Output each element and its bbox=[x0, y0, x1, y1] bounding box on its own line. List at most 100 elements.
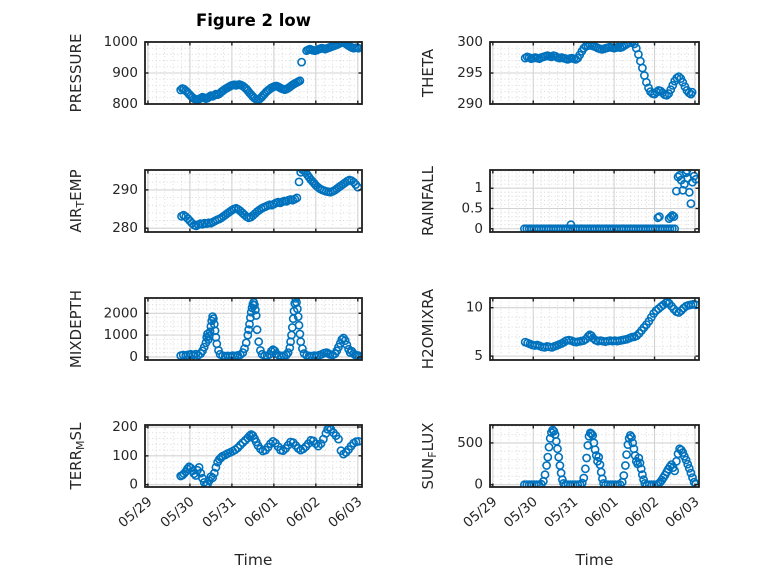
data-point-marker bbox=[297, 344, 307, 353]
data-point-marker bbox=[254, 337, 264, 347]
data-point-marker bbox=[244, 325, 254, 335]
data-point-marker bbox=[575, 480, 585, 487]
data-markers bbox=[176, 42, 362, 104]
y-tick-label: 500 bbox=[457, 435, 483, 451]
x-tick-label: 06/03 bbox=[662, 494, 702, 531]
data-point-marker bbox=[691, 174, 699, 184]
data-point-marker bbox=[349, 177, 358, 187]
data-point-marker bbox=[667, 210, 677, 220]
data-point-marker bbox=[642, 77, 651, 87]
data-point-marker bbox=[676, 306, 686, 315]
data-point-marker bbox=[553, 444, 562, 454]
data-point-marker bbox=[627, 432, 636, 442]
data-point-marker bbox=[294, 320, 304, 330]
data-point-marker bbox=[235, 350, 245, 360]
data-point-marker bbox=[689, 477, 699, 487]
data-point-marker bbox=[670, 224, 680, 232]
data-markers bbox=[520, 298, 699, 352]
data-point-marker bbox=[251, 311, 261, 320]
data-point-marker bbox=[691, 479, 699, 487]
y-tick-label: 290 bbox=[457, 96, 483, 112]
axes-box bbox=[489, 424, 700, 488]
subplot-rainfall: 0 0.5 1 RAINFALL bbox=[419, 165, 700, 237]
data-point-marker bbox=[543, 452, 553, 462]
x-tick-label: 06/01 bbox=[582, 494, 622, 531]
y-tick-label: 10 bbox=[466, 300, 483, 316]
data-point-marker bbox=[211, 462, 221, 472]
data-markers bbox=[177, 170, 362, 231]
data-point-marker bbox=[691, 300, 699, 310]
data-point-marker bbox=[243, 330, 253, 340]
data-point-marker bbox=[342, 340, 352, 350]
data-point-marker bbox=[241, 338, 251, 348]
y-tick-label: 290 bbox=[112, 182, 138, 198]
data-point-marker bbox=[670, 466, 680, 476]
x-axis-label-left: Time bbox=[234, 551, 273, 569]
data-point-marker bbox=[686, 199, 696, 208]
data-point-marker bbox=[554, 452, 564, 462]
x-tick-label: 05/29 bbox=[115, 494, 155, 531]
data-point-marker bbox=[293, 312, 303, 321]
axes-box bbox=[144, 169, 363, 233]
data-point-marker bbox=[581, 464, 590, 474]
x-tick-label: 05/30 bbox=[157, 494, 197, 531]
y-tick-label: 0 bbox=[474, 221, 483, 237]
data-point-marker bbox=[283, 348, 293, 357]
y-axis-label-pressure: PRESSURE bbox=[67, 34, 85, 113]
data-point-marker bbox=[583, 331, 593, 341]
data-point-marker bbox=[240, 344, 249, 353]
y-tick-label: 200 bbox=[112, 419, 138, 435]
data-point-marker bbox=[634, 453, 644, 463]
data-point-marker bbox=[208, 473, 217, 483]
y-tick-label: 1 bbox=[474, 180, 483, 196]
data-point-marker bbox=[354, 43, 362, 53]
data-point-marker bbox=[681, 455, 691, 465]
data-point-marker bbox=[687, 87, 697, 97]
data-point-marker bbox=[297, 57, 306, 67]
data-point-marker bbox=[292, 193, 302, 203]
data-point-marker bbox=[632, 331, 642, 341]
data-point-marker bbox=[205, 327, 215, 337]
data-point-marker bbox=[638, 470, 647, 480]
data-markers bbox=[176, 425, 362, 487]
x-tick-label: 05/29 bbox=[460, 494, 500, 531]
data-point-marker bbox=[638, 63, 647, 73]
data-point-marker bbox=[340, 336, 350, 345]
data-point-marker bbox=[629, 42, 639, 49]
data-point-marker bbox=[250, 305, 260, 315]
y-tick-label: 0.5 bbox=[462, 200, 483, 216]
axes-box bbox=[489, 297, 700, 361]
data-point-marker bbox=[621, 461, 630, 470]
data-point-marker bbox=[590, 445, 600, 454]
subplot-theta: 290 295 300 THETA bbox=[419, 34, 700, 112]
x-axis-label-right: Time bbox=[575, 551, 614, 569]
x-tick-label: 05/31 bbox=[199, 494, 239, 531]
data-point-marker bbox=[250, 300, 259, 310]
data-point-marker bbox=[238, 348, 248, 357]
data-point-marker bbox=[316, 439, 326, 449]
x-tick-label: 06/02 bbox=[283, 494, 323, 531]
data-point-marker bbox=[295, 76, 305, 86]
data-point-marker bbox=[635, 458, 645, 468]
data-point-marker bbox=[196, 468, 206, 478]
data-point-marker bbox=[666, 212, 676, 222]
y-tick-label: 5 bbox=[474, 348, 483, 364]
y-axis-label-mixdepth: MIXDEPTH bbox=[67, 290, 85, 368]
y-tick-label: 280 bbox=[112, 220, 138, 236]
y-axis-label-terr_msl: TERRMSL bbox=[67, 422, 87, 491]
y-axis-label-sun_flux: SUNFLUX bbox=[419, 423, 439, 490]
data-point-marker bbox=[662, 90, 672, 100]
data-point-marker bbox=[540, 470, 550, 480]
y-axis-label-theta: THETA bbox=[419, 48, 437, 98]
data-point-marker bbox=[313, 441, 323, 451]
data-point-marker bbox=[653, 213, 663, 223]
subplot-terr_msl: 0 100 200 05/29 05/30 05/31 06/01 06/02 06/03 TER… bbox=[67, 419, 365, 531]
data-markers bbox=[176, 298, 362, 360]
data-point-marker bbox=[354, 437, 362, 446]
data-point-marker bbox=[235, 440, 245, 450]
data-point-marker bbox=[678, 77, 688, 87]
y-tick-label: 0 bbox=[474, 477, 483, 493]
data-point-marker bbox=[266, 346, 276, 356]
